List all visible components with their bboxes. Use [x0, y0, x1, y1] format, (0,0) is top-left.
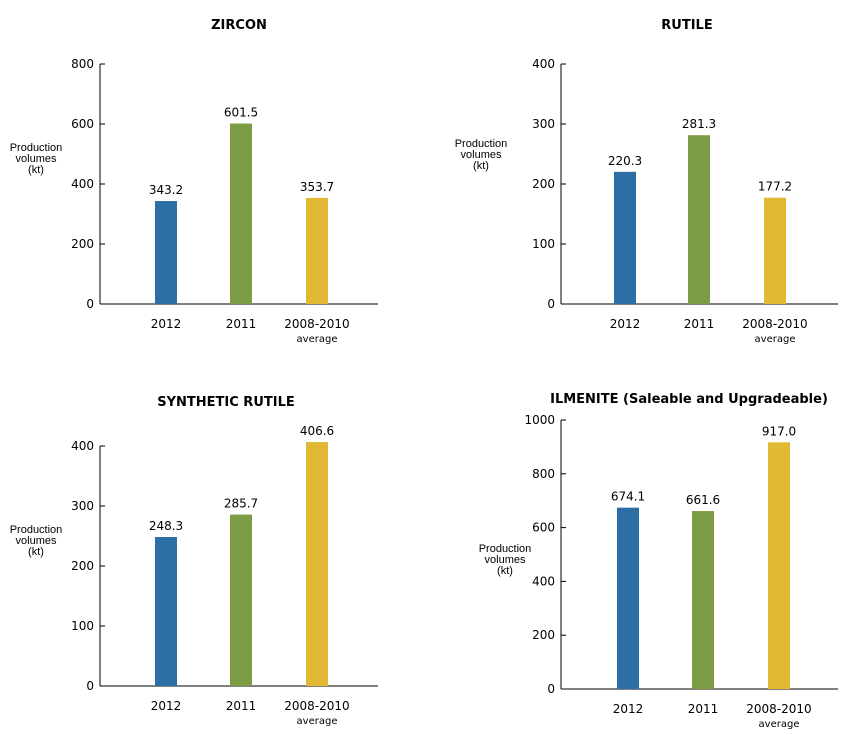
y-tick-label: 0 [547, 297, 555, 311]
data-label: 285.7 [224, 497, 258, 511]
y-tick-label: 400 [532, 57, 555, 71]
x-tick-label: 2008-2010 [284, 699, 349, 713]
x-tick-label: average [297, 334, 338, 345]
x-tick-label: 2011 [226, 699, 257, 713]
data-label: 343.2 [149, 183, 183, 197]
x-tick-label: 2012 [151, 699, 182, 713]
bar [306, 442, 328, 686]
y-tick-label: 100 [71, 619, 94, 633]
chart-title: SYNTHETIC RUTILE [157, 395, 295, 410]
bar [764, 197, 786, 304]
bar [230, 123, 252, 304]
y-tick-label: 600 [71, 117, 94, 131]
bar [688, 135, 710, 304]
y-tick-label: 200 [532, 177, 555, 191]
data-label: 601.5 [224, 106, 258, 120]
y-axis-label: volumes [16, 153, 57, 165]
bar [768, 442, 790, 689]
bar [617, 507, 639, 689]
x-tick-label: 2008-2010 [746, 702, 811, 716]
y-tick-label: 100 [532, 237, 555, 251]
y-tick-label: 0 [86, 679, 94, 693]
y-tick-label: 200 [71, 237, 94, 251]
y-tick-label: 800 [532, 467, 555, 481]
x-tick-label: 2011 [688, 702, 719, 716]
y-tick-label: 300 [71, 499, 94, 513]
y-axis-label: Production [455, 138, 508, 150]
y-tick-label: 1000 [524, 413, 555, 427]
bar [306, 197, 328, 304]
y-axis-label: (kt) [28, 546, 44, 558]
zircon-chart: ZIRCON 0 200 400 600 800 Productionvolumes(kt… [10, 18, 378, 345]
x-tick-label: 2012 [610, 317, 641, 331]
bar [155, 201, 177, 304]
data-label: 661.6 [686, 493, 720, 507]
bar [230, 514, 252, 686]
data-label: 220.3 [608, 154, 642, 168]
x-tick-label: 2011 [684, 317, 715, 331]
data-label: 674.1 [611, 490, 645, 504]
bar [692, 511, 714, 689]
y-tick-label: 400 [532, 574, 555, 588]
x-tick-label: 2012 [151, 317, 182, 331]
data-label: 248.3 [149, 519, 183, 533]
x-tick-label: 2008-2010 [284, 317, 349, 331]
x-tick-label: 2011 [226, 317, 257, 331]
x-tick-label: 2008-2010 [742, 317, 807, 331]
y-tick-label: 200 [71, 559, 94, 573]
data-label: 406.6 [300, 424, 334, 438]
y-axis-label: Production [10, 142, 63, 154]
bar [155, 537, 177, 686]
x-tick-label: 2012 [613, 702, 644, 716]
y-axis-label: Production [479, 543, 532, 555]
x-tick-label: average [759, 719, 800, 730]
rutile-chart: RUTILE 0 100 200 300 400 Productionvolumes(kt… [455, 18, 838, 345]
y-axis-label: (kt) [473, 160, 489, 172]
chart-title: RUTILE [661, 18, 712, 33]
y-tick-label: 400 [71, 439, 94, 453]
x-tick-label: average [297, 716, 338, 727]
y-axis-label: Production [10, 524, 63, 536]
y-tick-label: 300 [532, 117, 555, 131]
y-tick-label: 200 [532, 628, 555, 642]
y-axis-label: (kt) [497, 565, 513, 577]
y-axis-label: volumes [461, 149, 502, 161]
data-label: 281.3 [682, 117, 716, 131]
y-tick-label: 600 [532, 521, 555, 535]
synthetic-rutile-chart: SYNTHETIC RUTILE 0 100 200 300 400 Production… [10, 395, 378, 727]
data-label: 177.2 [758, 180, 792, 194]
data-label: 917.0 [762, 424, 796, 438]
y-tick-label: 0 [86, 297, 94, 311]
bar [614, 171, 636, 304]
y-axis-label: volumes [16, 535, 57, 547]
y-axis-label: (kt) [28, 164, 44, 176]
y-tick-label: 400 [71, 177, 94, 191]
y-axis-label: volumes [485, 554, 526, 566]
chart-title: ZIRCON [211, 18, 267, 33]
y-tick-label: 800 [71, 57, 94, 71]
x-tick-label: average [755, 334, 796, 345]
chart-title: ILMENITE (Saleable and Upgradeable) [550, 392, 828, 407]
ilmenite-chart: ILMENITE (Saleable and Upgradeable) 0 200… [479, 392, 838, 730]
y-tick-label: 0 [547, 682, 555, 696]
data-label: 353.7 [300, 180, 334, 194]
